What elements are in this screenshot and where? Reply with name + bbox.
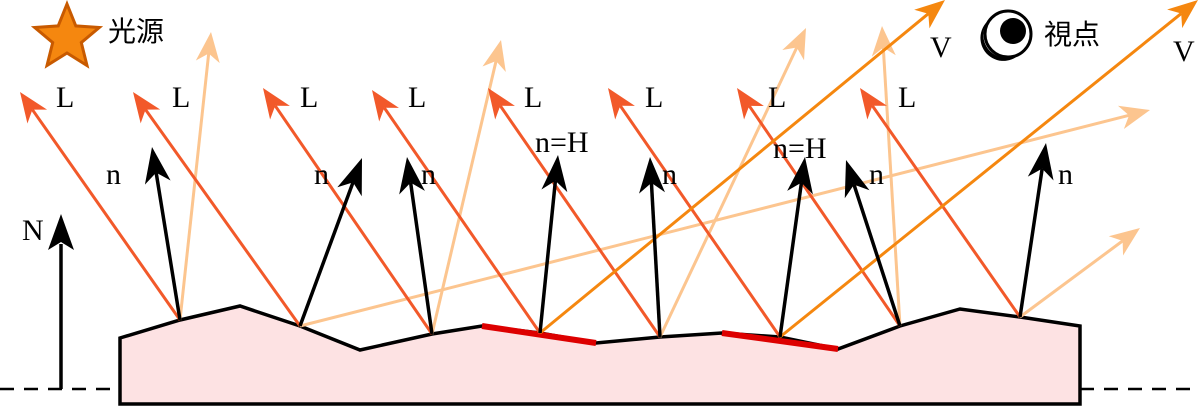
light-ray-7 [737,88,902,327]
view-label-2: V [1173,35,1195,68]
normal-label-5: n [869,158,884,191]
normal-label-3: n [421,158,436,191]
light-ray-6 [608,88,782,338]
light-label-6: L [645,81,663,114]
macro-normal-label: N [22,214,44,247]
reflected-ray-4 [658,28,806,338]
viewpoint-label: 視点 [1044,18,1100,51]
normal-arrow-8 [1018,143,1054,318]
normal-arrow-1 [144,147,182,321]
normal-arrow-7 [844,160,902,327]
normal-label-1: n [106,158,121,191]
normal-arrow-2 [298,158,362,327]
highlight-facet-2 [721,330,839,352]
viewpoint-eye-icon [980,9,1033,61]
ray-labels: L L L L L L L Ln n n n n n n=H n=H V V [56,31,1195,191]
normal-label-6: n [1058,158,1073,191]
reflected-ray-3 [430,40,506,335]
light-ray-1 [20,92,182,321]
macro-normal-arrow [48,214,74,389]
light-label-8: L [898,81,916,114]
light-label-2: L [172,81,190,114]
light-rays [20,88,1022,338]
normal-label-4: n [662,158,677,191]
normal-arrow-5 [639,157,665,338]
normal-arrow-6 [778,157,813,338]
light-ray-5 [488,88,662,338]
half-vector-label-1: n=H [535,126,589,159]
facet-normals [144,143,1054,338]
light-ray-8 [860,88,1022,318]
reflected-rays [178,26,1150,338]
light-source-label: 光源 [108,15,164,48]
normal-arrow-3 [399,157,434,335]
light-label-7: L [768,81,786,114]
light-ray-3 [263,88,434,335]
view-ray-1 [539,0,945,335]
view-ray-2 [779,0,1198,339]
reflected-ray-6 [1019,228,1140,319]
light-label-5: L [524,81,542,114]
light-label-3: L [300,81,318,114]
light-ray-2 [133,92,302,327]
normal-label-2: n [314,158,329,191]
view-label-1: V [930,31,952,64]
light-ray-4 [372,90,542,334]
highlight-facet-1 [481,323,597,346]
half-vector-label-2: n=H [773,132,827,165]
reflected-ray-1 [178,32,220,321]
reflected-ray-5 [871,26,902,327]
normal-arrow-4 [538,155,568,334]
microfacet-surface [118,304,1082,406]
light-label-4: L [408,81,426,114]
light-label-1: L [56,81,74,114]
view-rays [539,0,1198,339]
light-source-star-icon [30,0,104,69]
